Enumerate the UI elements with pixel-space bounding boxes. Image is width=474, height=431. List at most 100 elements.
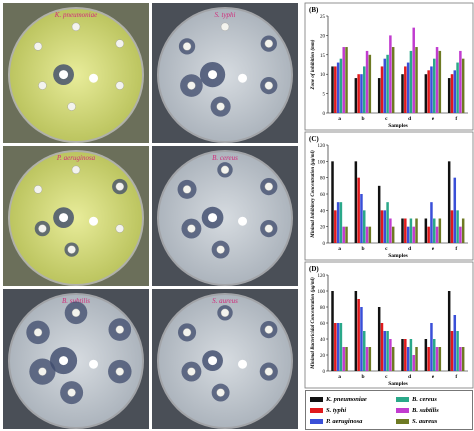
bar-e-series-1 (424, 74, 428, 113)
bar-c-series-5 (389, 35, 392, 113)
bar-e-series-2 (427, 226, 430, 243)
bar-d-series-2 (404, 218, 407, 243)
disc-well (38, 224, 47, 233)
bar-f-series-6 (461, 218, 465, 243)
bar-c-series-1 (377, 78, 381, 113)
bar-a-series-2 (334, 210, 337, 243)
legend-label: P. aeruginosa (326, 418, 363, 425)
y-tick-label: 120 (318, 274, 326, 279)
x-tick-label: d (408, 374, 411, 380)
chart-frame (304, 131, 474, 261)
disc-well (71, 165, 81, 175)
bar-a-series-3 (336, 323, 340, 371)
chart-legend: K. pneumoniae B. cereus S. typhi B. subt… (305, 390, 473, 430)
disc-well (220, 22, 230, 31)
bar-e-series-4 (433, 58, 436, 113)
x-axis-title: Samples (388, 253, 408, 259)
bar-a-series-6 (345, 47, 348, 113)
x-tick-label: a (338, 246, 341, 252)
y-tick-label: 25 (320, 15, 326, 20)
y-tick-label: 120 (318, 144, 326, 149)
bar-a-series-4 (339, 58, 343, 113)
positive-control-disc (208, 356, 218, 366)
plate-title: B. cereus (212, 154, 238, 162)
y-tick-label: 0 (323, 112, 326, 117)
bar-c-series-6 (391, 47, 395, 113)
x-tick-label: f (455, 246, 457, 252)
bar-d-series-4 (409, 339, 413, 371)
disc-well (216, 102, 225, 111)
bar-f-series-4 (456, 331, 459, 371)
disc-well (71, 22, 81, 31)
bar-f-series-2 (450, 210, 454, 243)
bar-f-series-5 (459, 347, 462, 371)
x-tick-label: c (385, 374, 388, 380)
bar-c-series-1 (377, 185, 381, 243)
y-axis-title: Zone of inhibition (mm) (311, 39, 316, 90)
plate-title: B. subtilis (62, 297, 90, 305)
bar-f-series-4 (456, 62, 459, 113)
bar-c-series-4 (386, 331, 389, 371)
y-axis-title: Minimal Inhibitory Concentration (µg/ml) (311, 150, 316, 239)
y-tick-label: 80 (320, 306, 326, 311)
disc-well (264, 182, 273, 191)
y-tick-label: 80 (320, 177, 326, 182)
y-tick-label: 5 (323, 93, 326, 98)
y-tick-label: 0 (323, 242, 326, 247)
disc-well (115, 367, 125, 376)
bar-f-series-2 (450, 331, 454, 371)
legend-swatch (396, 408, 409, 413)
bar-f-series-5 (459, 226, 462, 243)
bar-e-series-5 (435, 226, 439, 243)
bar-b-series-2 (357, 177, 360, 243)
bar-a-series-5 (342, 226, 345, 243)
legend-item-5: P. aeruginosa (310, 418, 362, 425)
disc-well (33, 185, 43, 194)
bar-e-series-1 (424, 339, 428, 371)
bar-c-series-3 (383, 58, 387, 113)
panel-label: (D) (309, 265, 319, 273)
disc-well (115, 224, 125, 233)
bar-a-series-4 (339, 323, 343, 371)
bar-f-series-3 (453, 177, 457, 243)
positive-control-disc (59, 70, 69, 80)
x-tick-label: e (432, 246, 435, 252)
bar-f-series-6 (461, 347, 465, 371)
x-tick-label: f (455, 116, 457, 122)
y-tick-label: 10 (320, 73, 326, 78)
plate-title: S. aureus (212, 297, 238, 305)
bar-e-series-4 (433, 218, 436, 243)
bar-f-series-3 (453, 315, 457, 371)
bar-d-series-6 (415, 218, 418, 243)
disc-well (182, 185, 192, 194)
panel-label: (B) (309, 6, 319, 14)
x-tick-label: b (361, 246, 364, 252)
disc-well (67, 388, 76, 397)
bar-c-series-2 (380, 323, 384, 371)
negative-control-disc (238, 359, 248, 369)
chart-frame (304, 261, 474, 389)
bar-e-series-3 (430, 323, 433, 371)
bar-c-series-6 (391, 347, 395, 371)
bar-c-series-2 (380, 66, 384, 113)
disc-well (38, 81, 47, 90)
x-tick-label: a (338, 374, 341, 380)
legend-item-1: K. pneumoniae (310, 396, 367, 403)
disc-well (187, 81, 196, 90)
disc-well (67, 245, 76, 254)
bar-a-series-2 (334, 66, 337, 113)
bar-f-series-6 (461, 58, 465, 113)
bar-f-series-1 (447, 161, 451, 243)
bar-e-series-2 (427, 347, 430, 371)
bar-e-series-5 (435, 347, 439, 371)
bar-charts-panel: (B) 0 5 10 15 20 25 a b c d e f Samples Zone of inhibi… (304, 2, 474, 389)
y-tick-label: 60 (320, 193, 326, 198)
legend-label: K. pneumoniae (326, 396, 367, 403)
legend-label: S. typhi (326, 407, 347, 414)
bar-c-series-2 (380, 210, 384, 243)
x-tick-label: d (408, 116, 411, 122)
bar-d-series-3 (406, 347, 410, 371)
bar-b-series-1 (354, 78, 358, 113)
y-tick-label: 20 (320, 34, 326, 39)
